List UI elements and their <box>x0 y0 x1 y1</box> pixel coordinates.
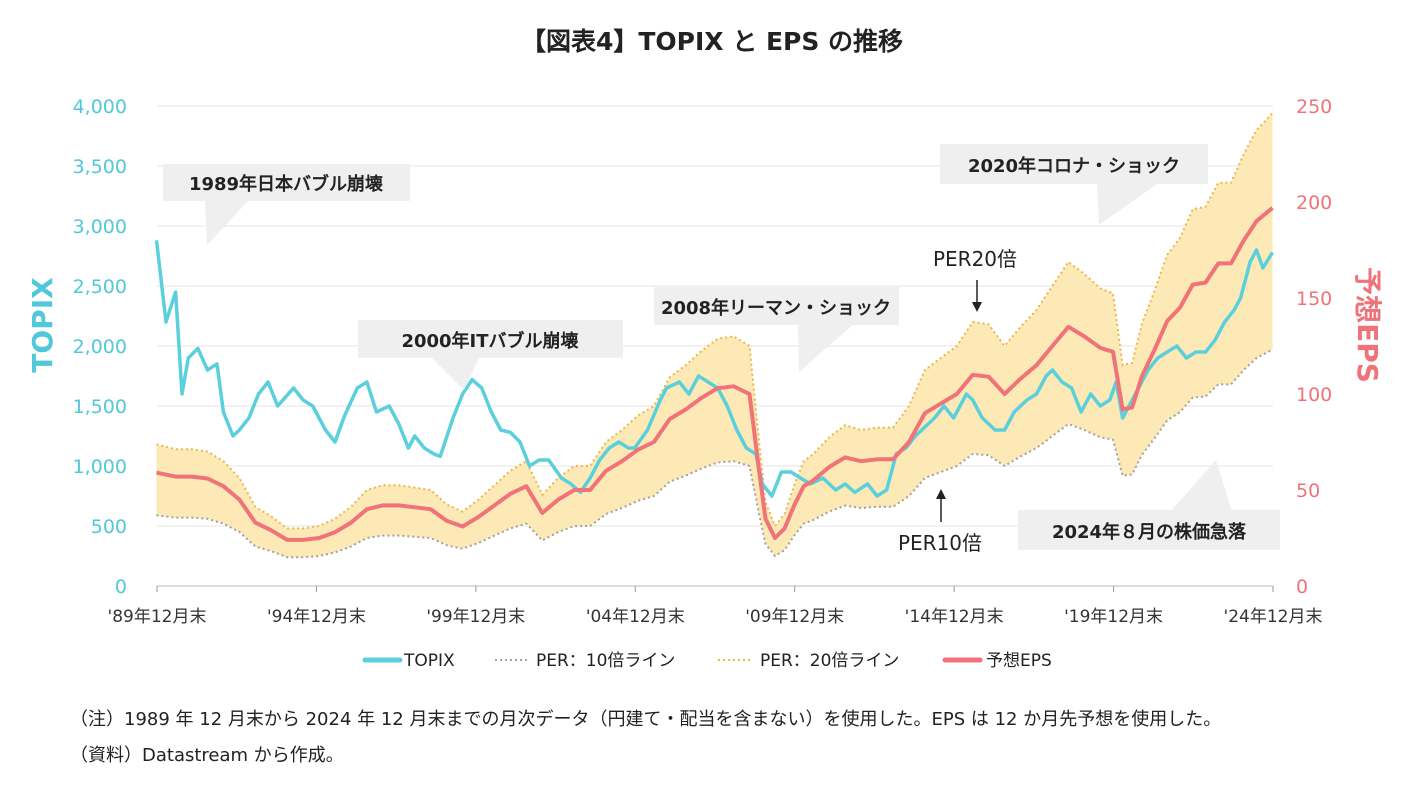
callout-2020-pointer <box>1097 182 1160 225</box>
y-left-tick-label: 3,500 <box>73 156 127 178</box>
callout-2024-text: 2024年８月の株価急落 <box>1052 521 1247 543</box>
y-left-ticks: 0 500 1,000 1,500 2,000 2,500 3,000 3,500 4,000 <box>73 96 127 598</box>
y-left-tick-label: 1,500 <box>73 396 127 418</box>
per10-label-group: PER10倍 <box>898 489 982 555</box>
legend-item-topix: TOPIX <box>362 651 455 671</box>
x-ticks: '89年12月末 '94年12月末 '99年12月末 '04年12月末 '09年12月末… <box>108 586 1323 627</box>
per20-label: PER20倍 <box>933 247 1017 271</box>
per-band-area <box>156 113 1273 558</box>
y-left-tick-label: 2,500 <box>73 276 127 298</box>
callout-2020: 2020年コロナ・ショック <box>940 144 1208 225</box>
y-right-tick-label: 0 <box>1296 576 1308 598</box>
per20-label-group: PER20倍 <box>933 247 1017 312</box>
callout-2000-pointer <box>430 356 480 390</box>
x-tick-label: '14年12月末 <box>905 607 1004 627</box>
legend-label-eps: 予想EPS <box>986 651 1052 671</box>
legend-item-per20: PER：20倍ライン <box>718 651 899 671</box>
y-left-tick-label: 3,000 <box>73 216 127 238</box>
x-tick-label: '94年12月末 <box>267 607 366 627</box>
legend-item-per10: PER：10倍ライン <box>495 651 675 671</box>
x-tick-label: '04年12月末 <box>586 607 685 627</box>
x-tick-label: '89年12月末 <box>108 607 207 627</box>
y-left-tick-label: 4,000 <box>73 96 127 118</box>
callout-2024-box <box>1018 510 1280 550</box>
x-tick-label: '19年12月末 <box>1064 607 1163 627</box>
series-line-per10 <box>156 348 1273 559</box>
per20-arrow-head <box>972 302 982 312</box>
per10-label: PER10倍 <box>898 531 982 555</box>
y-right-tick-label: 200 <box>1296 192 1332 214</box>
callout-1989-text: 1989年日本バブル崩壊 <box>189 173 383 195</box>
y-left-tick-label: 0 <box>115 576 127 598</box>
callout-2008: 2008年リーマン・ショック <box>654 287 899 372</box>
series-line-eps <box>156 206 1274 542</box>
callout-2008-pointer <box>798 323 855 372</box>
y-left-tick-label: 2,000 <box>73 336 127 358</box>
callout-2000-box <box>358 320 623 358</box>
callout-1989-pointer <box>205 199 250 245</box>
callout-1989-box <box>163 164 410 201</box>
legend-label-topix: TOPIX <box>403 651 455 671</box>
y-left-tick-label: 1,000 <box>73 456 127 478</box>
chart-title: 【図表4】TOPIX と EPS の推移 <box>521 27 903 56</box>
chart: 【図表4】TOPIX と EPS の推移 05001,0001,5002,000… <box>26 27 1384 671</box>
legend-item-eps: 予想EPS <box>942 651 1052 671</box>
x-tick-label: '99年12月末 <box>426 607 525 627</box>
callout-2000-text: 2000年ITバブル崩壊 <box>401 330 578 352</box>
y-right-axis-title: 予想EPS <box>1351 267 1384 383</box>
callout-2008-box <box>654 287 899 325</box>
legend-label-per20: PER：20倍ライン <box>760 651 899 671</box>
footnote-note: （注）1989 年 12 月末から 2024 年 12 月末までの月次データ（円… <box>70 709 1222 730</box>
y-right-tick-label: 250 <box>1296 96 1332 118</box>
callout-1989: 1989年日本バブル崩壊 <box>163 164 410 245</box>
callout-2020-box <box>940 144 1208 184</box>
legend: TOPIX PER：10倍ライン PER：20倍ライン 予想EPS <box>362 651 1052 671</box>
y-left-tick-label: 500 <box>91 516 127 538</box>
y-right-ticks: 0 50 100 150 200 250 <box>1296 96 1332 598</box>
footnote-source: （資料）Datastream から作成。 <box>70 745 344 766</box>
per10-arrow-head <box>936 489 946 499</box>
x-tick-label: '09年12月末 <box>745 607 844 627</box>
y-right-tick-label: 150 <box>1296 288 1332 310</box>
legend-label-per10: PER：10倍ライン <box>536 651 675 671</box>
y-right-tick-label: 100 <box>1296 384 1332 406</box>
callout-2024: 2024年８月の株価急落 <box>1018 460 1280 550</box>
callout-2024-pointer <box>1170 460 1232 512</box>
y-left-axis-title: TOPIX <box>26 277 59 373</box>
series-layer <box>154 112 1274 559</box>
x-tick-label: '24年12月末 <box>1224 607 1323 627</box>
callout-2000: 2000年ITバブル崩壊 <box>358 320 623 390</box>
callout-2008-text: 2008年リーマン・ショック <box>661 297 891 319</box>
y-right-tick-label: 50 <box>1296 480 1320 502</box>
callout-2020-text: 2020年コロナ・ショック <box>968 155 1180 177</box>
